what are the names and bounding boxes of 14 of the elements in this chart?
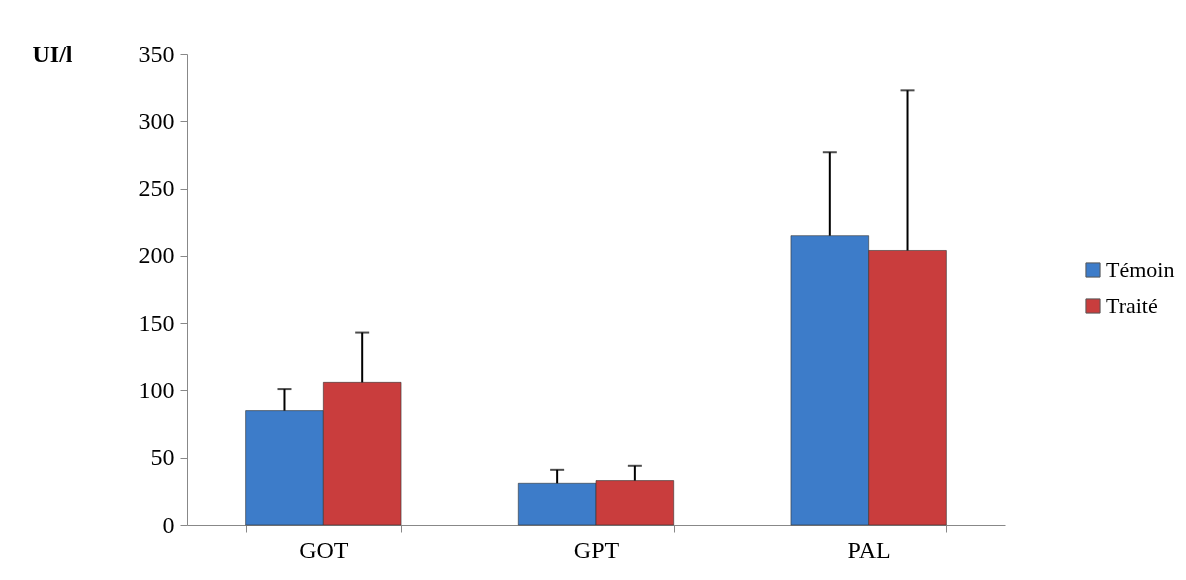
y-tick-label: 50 <box>150 444 175 471</box>
y-tick-label: 350 <box>138 40 175 67</box>
x-tick-label: PAL <box>847 536 891 563</box>
legend-label: Traité <box>1106 293 1158 318</box>
x-tick-label: GPT <box>573 536 620 563</box>
y-tick-label: 250 <box>138 175 175 202</box>
y-tick-label: 0 <box>162 511 175 538</box>
y-axis-title: UI/l <box>32 40 73 67</box>
y-tick-label: 300 <box>138 107 175 134</box>
y-tick-label: 100 <box>138 376 175 403</box>
y-tick-label: 200 <box>138 242 175 269</box>
x-tick-label: GOT <box>299 536 349 563</box>
y-tick-label: 150 <box>138 309 175 336</box>
legend-label: Témoin <box>1106 257 1175 282</box>
